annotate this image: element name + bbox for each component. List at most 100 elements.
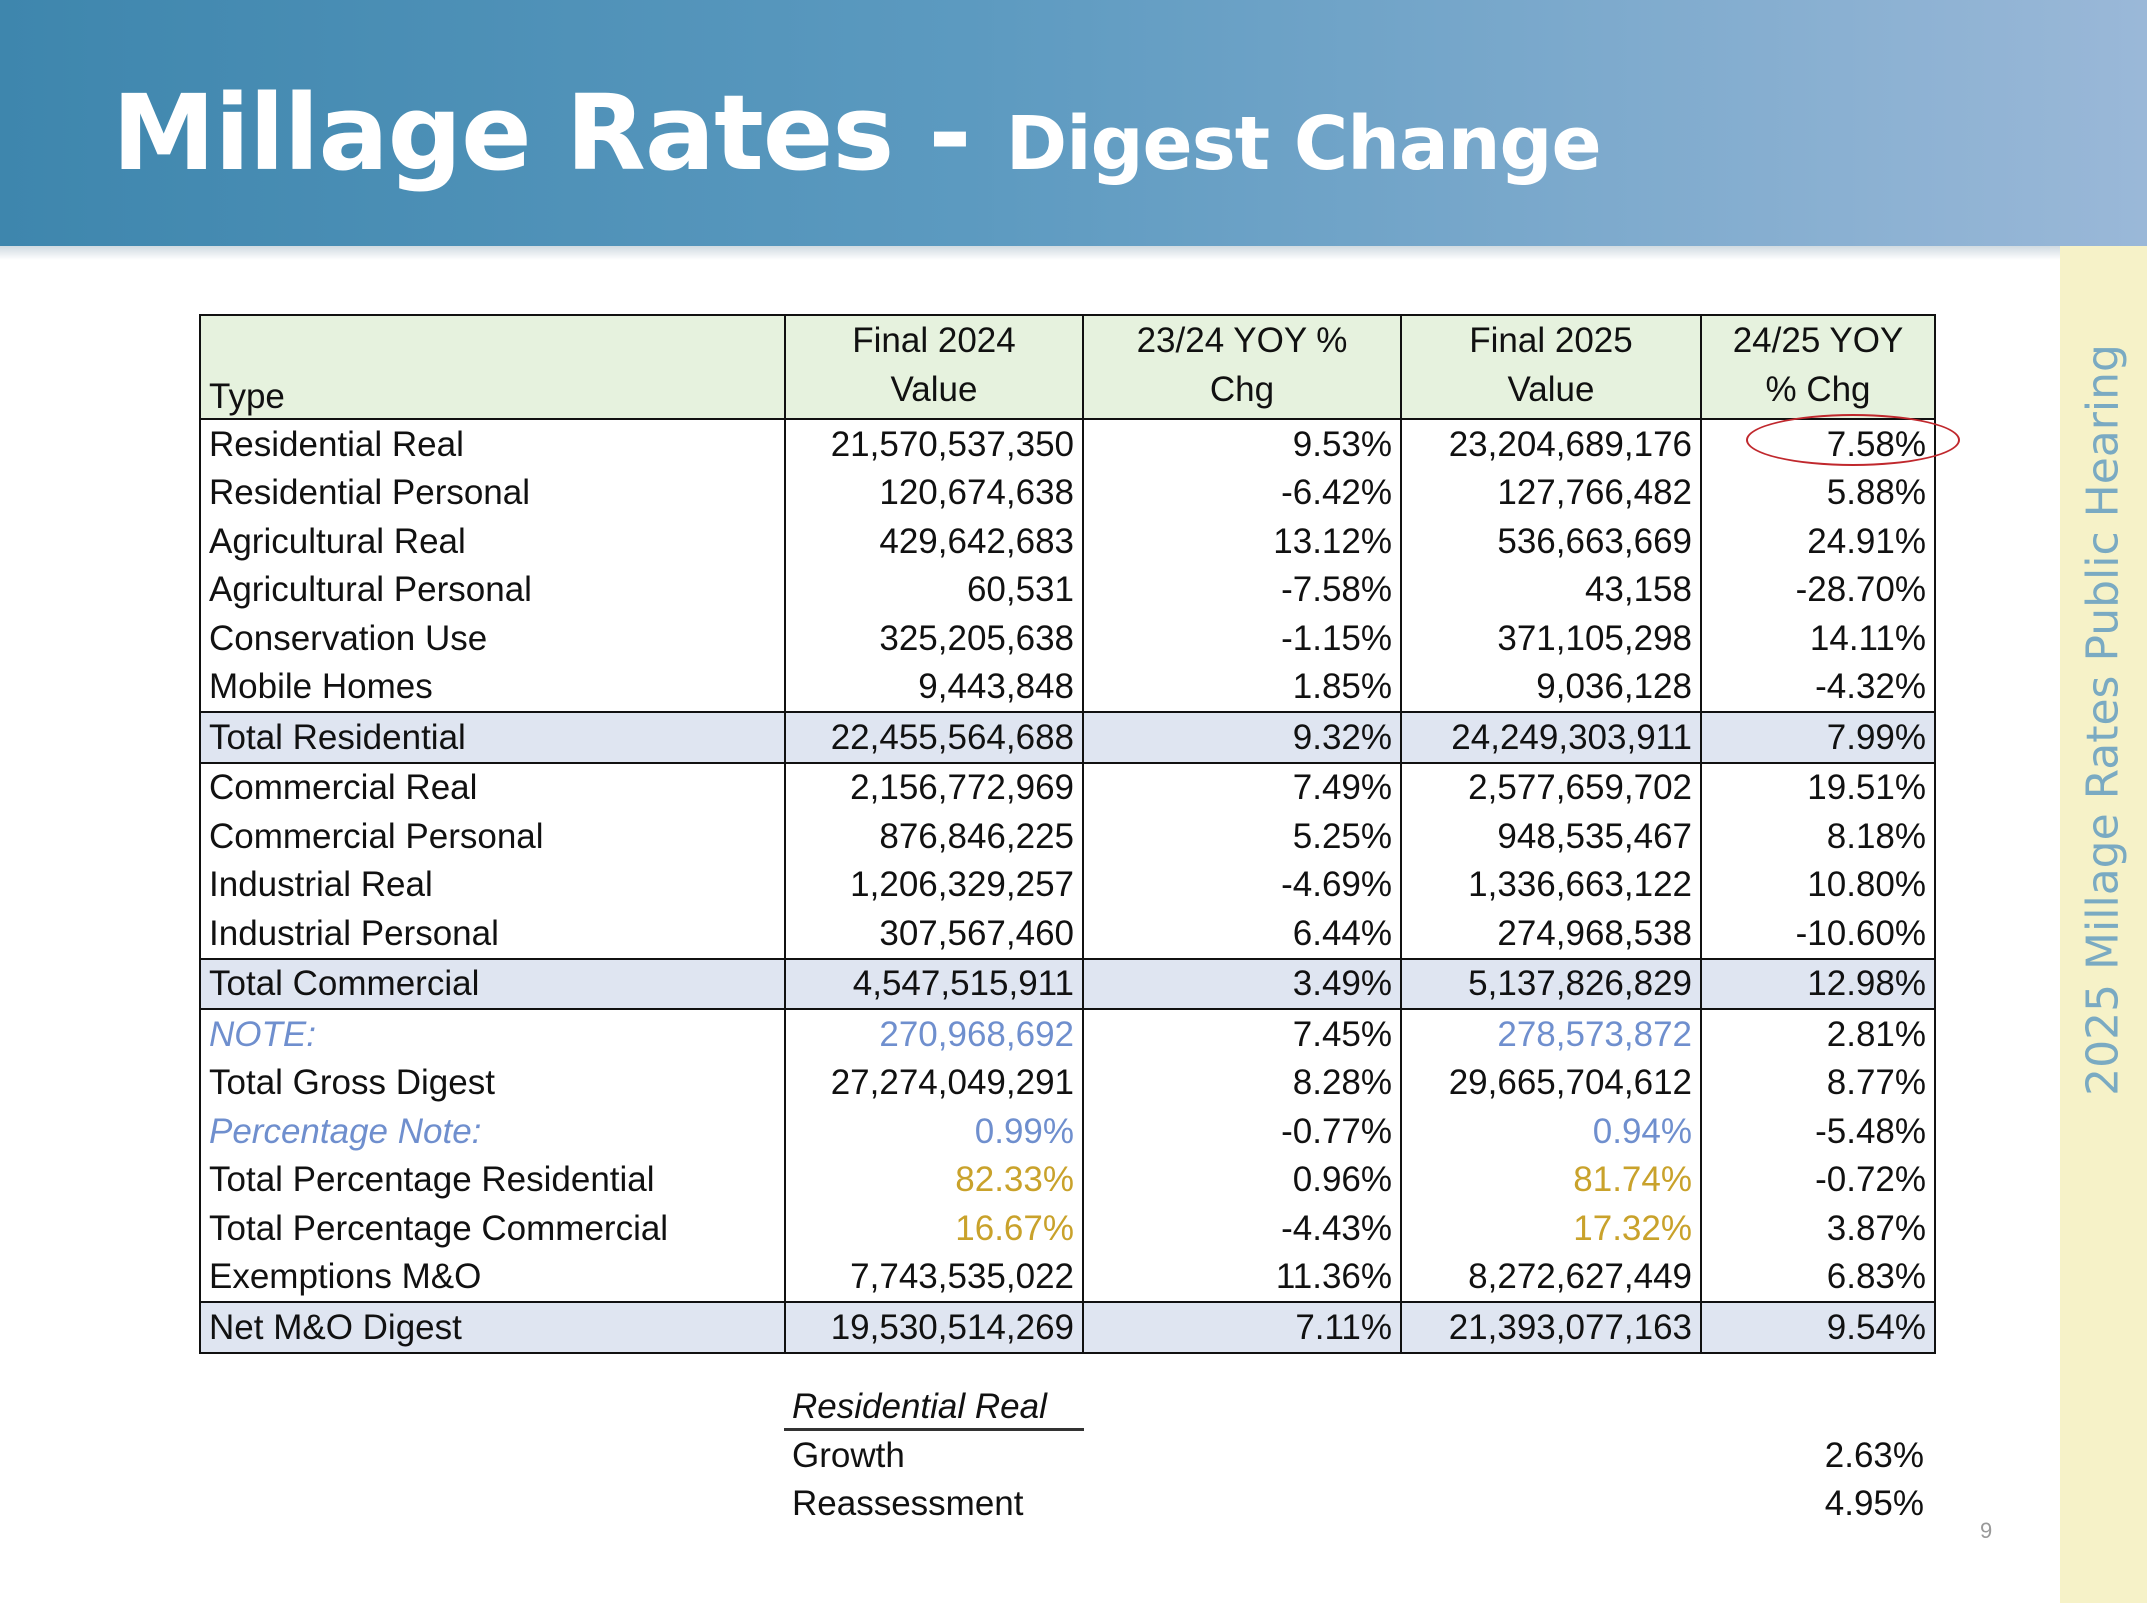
row-change-2324: 3.49% [1082, 957, 1402, 1010]
row-value-2024: 4,547,515,911 [784, 957, 1084, 1010]
row-change-2425: 6.83% [1700, 1252, 1936, 1302]
row-value-2025: 81.74% [1400, 1155, 1702, 1204]
row-type: Mobile Homes [199, 662, 786, 712]
row-change-2324: -0.77% [1082, 1107, 1402, 1156]
row-change-2425: 5.88% [1700, 468, 1936, 517]
table-row: Total Percentage Commercial 16.67% -4.43… [199, 1204, 1936, 1253]
table-row: Industrial Real 1,206,329,257 -4.69% 1,3… [199, 860, 1936, 909]
row-change-2324: -7.58% [1082, 565, 1402, 614]
header-shadow [0, 246, 2147, 260]
row-value-2025: 2,577,659,702 [1400, 762, 1702, 812]
row-value-2025: 24,249,303,911 [1400, 711, 1702, 764]
row-type: Total Percentage Commercial [199, 1204, 786, 1253]
row-change-2425: -10.60% [1700, 909, 1936, 959]
row-value-2024: 0.99% [784, 1107, 1084, 1156]
table-row: Total Gross Digest 27,274,049,291 8.28% … [199, 1058, 1936, 1107]
slide-title-sub: Digest Change [1005, 101, 1602, 187]
row-type: Total Residential [199, 711, 786, 764]
row-change-2324: 0.96% [1082, 1155, 1402, 1204]
table-row: Residential Personal 120,674,638 -6.42% … [199, 468, 1936, 517]
breakdown-label-growth: Growth [792, 1436, 905, 1475]
row-type: Percentage Note: [199, 1107, 786, 1156]
row-value-2025: 0.94% [1400, 1107, 1702, 1156]
row-value-2025: 127,766,482 [1400, 468, 1702, 517]
row-value-2025: 23,204,689,176 [1400, 419, 1702, 469]
header-yoy-2324: 23/24 YOY % Chg [1082, 314, 1402, 420]
row-type: Total Gross Digest [199, 1058, 786, 1107]
row-change-2425: 2.81% [1700, 1009, 1936, 1059]
header-type: Type [199, 314, 786, 420]
side-label: 2025 Millage Rates Public Hearing [2077, 344, 2129, 1096]
total-row: Total Residential 22,455,564,688 9.32% 2… [199, 711, 1936, 764]
table-row: NOTE: 270,968,692 7.45% 278,573,872 2.81… [199, 1009, 1936, 1059]
breakdown-heading: Residential Real [792, 1387, 1047, 1426]
row-type: NOTE: [199, 1009, 786, 1059]
slide-title: Millage Rates - Digest Change [112, 72, 1602, 194]
row-change-2425: -28.70% [1700, 565, 1936, 614]
row-change-2425: -0.72% [1700, 1155, 1936, 1204]
row-type: Exemptions M&O [199, 1252, 786, 1302]
header-final-2024: Final 2024 Value [784, 314, 1084, 420]
row-change-2425: 7.99% [1700, 711, 1936, 764]
row-type: Industrial Personal [199, 909, 786, 959]
row-value-2024: 876,846,225 [784, 812, 1084, 861]
row-value-2025: 21,393,077,163 [1400, 1301, 1702, 1354]
row-value-2024: 60,531 [784, 565, 1084, 614]
row-value-2025: 43,158 [1400, 565, 1702, 614]
row-value-2024: 21,570,537,350 [784, 419, 1084, 469]
row-value-2024: 120,674,638 [784, 468, 1084, 517]
row-change-2324: 1.85% [1082, 662, 1402, 712]
row-type: Agricultural Personal [199, 565, 786, 614]
row-change-2324: -4.69% [1082, 860, 1402, 909]
slide-header [0, 0, 2147, 246]
row-change-2324: 9.53% [1082, 419, 1402, 469]
row-change-2324: 9.32% [1082, 711, 1402, 764]
row-type: Commercial Real [199, 762, 786, 812]
row-type: Commercial Personal [199, 812, 786, 861]
row-type: Total Commercial [199, 957, 786, 1010]
table-row: Total Percentage Residential 82.33% 0.96… [199, 1155, 1936, 1204]
row-type: Total Percentage Residential [199, 1155, 786, 1204]
row-change-2425: 14.11% [1700, 614, 1936, 663]
table-row: Industrial Personal 307,567,460 6.44% 27… [199, 909, 1936, 959]
row-change-2324: 6.44% [1082, 909, 1402, 959]
header-yoy-2425: 24/25 YOY% Chg [1700, 314, 1936, 420]
row-value-2024: 9,443,848 [784, 662, 1084, 712]
header-final-2025: Final 2025 Value [1400, 314, 1702, 420]
row-change-2324: 5.25% [1082, 812, 1402, 861]
row-change-2324: 7.49% [1082, 762, 1402, 812]
row-change-2425: 8.77% [1700, 1058, 1936, 1107]
row-value-2024: 27,274,049,291 [784, 1058, 1084, 1107]
row-change-2324: 7.11% [1082, 1301, 1402, 1354]
row-value-2024: 325,205,638 [784, 614, 1084, 663]
row-change-2425: 12.98% [1700, 957, 1936, 1010]
row-type: Residential Personal [199, 468, 786, 517]
row-value-2025: 9,036,128 [1400, 662, 1702, 712]
row-value-2025: 1,336,663,122 [1400, 860, 1702, 909]
highlight-circle [1746, 414, 1960, 466]
row-change-2425: 10.80% [1700, 860, 1936, 909]
row-change-2324: -6.42% [1082, 468, 1402, 517]
row-value-2025: 5,137,826,829 [1400, 957, 1702, 1010]
row-change-2324: -4.43% [1082, 1204, 1402, 1253]
row-value-2025: 8,272,627,449 [1400, 1252, 1702, 1302]
table-header-row: Type Final 2024 Value 23/24 YOY % Chg Fina… [199, 314, 1936, 420]
row-change-2324: -1.15% [1082, 614, 1402, 663]
table-row: Exemptions M&O 7,743,535,022 11.36% 8,27… [199, 1252, 1936, 1302]
table-row: Conservation Use 325,205,638 -1.15% 371,… [199, 614, 1936, 663]
row-change-2425: 8.18% [1700, 812, 1936, 861]
row-change-2324: 11.36% [1082, 1252, 1402, 1302]
row-value-2025: 17.32% [1400, 1204, 1702, 1253]
table-row: Agricultural Personal 60,531 -7.58% 43,1… [199, 565, 1936, 614]
slide-title-main: Millage Rates - [112, 72, 1006, 194]
row-value-2024: 307,567,460 [784, 909, 1084, 959]
table-row: Percentage Note: 0.99% -0.77% 0.94% -5.4… [199, 1107, 1936, 1156]
total-row: Net M&O Digest 19,530,514,269 7.11% 21,3… [199, 1301, 1936, 1354]
table-row: Commercial Real 2,156,772,969 7.49% 2,57… [199, 762, 1936, 812]
row-type: Agricultural Real [199, 517, 786, 566]
row-change-2425: -5.48% [1700, 1107, 1936, 1156]
table-row: Agricultural Real 429,642,683 13.12% 536… [199, 517, 1936, 566]
row-value-2024: 22,455,564,688 [784, 711, 1084, 764]
row-value-2024: 270,968,692 [784, 1009, 1084, 1059]
table-row: Commercial Personal 876,846,225 5.25% 94… [199, 812, 1936, 861]
